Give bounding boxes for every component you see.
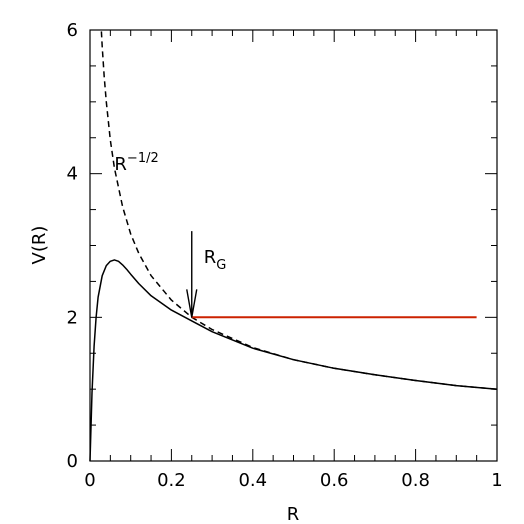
tick-labels: 0 0.2 0.4 0.6 0.8 1 0 2 4 6: [67, 20, 503, 491]
dashed-curve-label-exponent: −1/2: [127, 151, 159, 166]
x-tick-label: 0.6: [320, 470, 349, 491]
dashed-curve-label: R−1/2: [114, 151, 158, 175]
series-dashed-power-law: [100, 31, 498, 390]
x-axis-label: R: [287, 504, 300, 524]
x-tick-label: 0.8: [401, 470, 430, 491]
series-solid-curve: [89, 259, 498, 462]
dashed-curve-label-base: R: [114, 154, 127, 175]
x-tick-label: 0.2: [157, 470, 186, 491]
y-axis-label: V(R): [29, 226, 50, 265]
series-layer: [89, 31, 498, 462]
x-tick-label: 0: [84, 470, 95, 491]
rg-label-subscript: G: [216, 258, 226, 273]
rg-label-base: R: [204, 247, 217, 268]
x-tick-label: 1: [491, 470, 502, 491]
y-tick-label: 2: [67, 307, 78, 328]
rg-label: RG: [204, 247, 227, 273]
y-tick-label: 0: [67, 451, 78, 472]
y-tick-label: 6: [67, 20, 78, 41]
tick-marks: [89, 29, 498, 462]
plot-frame: [89, 29, 498, 462]
y-tick-label: 4: [67, 164, 78, 185]
arrow-head: [186, 289, 198, 318]
x-tick-label: 0.4: [238, 470, 267, 491]
